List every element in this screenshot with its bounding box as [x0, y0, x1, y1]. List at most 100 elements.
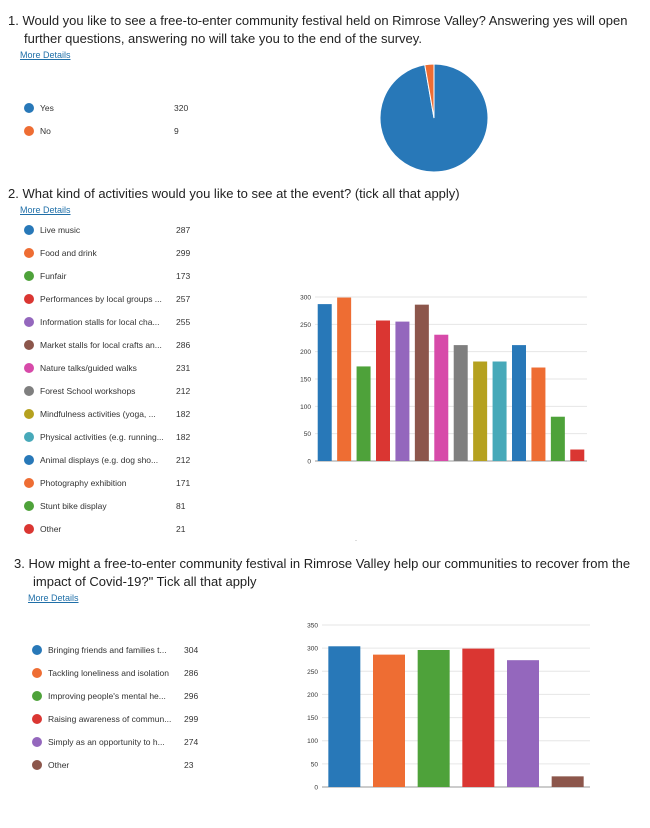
legend-item: No	[24, 124, 51, 138]
legend-value: 286	[184, 668, 199, 678]
bar	[434, 334, 449, 461]
q2-bar-chart: 0 50 100 150 200 250 300	[300, 295, 587, 466]
legend-value: 255	[176, 317, 191, 327]
legend-label: Other	[40, 524, 62, 534]
y-tick-label: 300	[307, 646, 318, 653]
q3-more-details-link[interactable]: More Details	[28, 593, 79, 603]
bar	[337, 297, 352, 461]
y-tick-label: 250	[300, 322, 311, 329]
legend-item: Raising awareness of commun...	[32, 712, 171, 726]
legend-value: 231	[176, 363, 191, 373]
y-tick-label: 0	[314, 785, 318, 792]
legend-value: 212	[176, 455, 191, 465]
legend-swatch	[24, 478, 34, 488]
bar	[551, 776, 584, 787]
bar	[512, 345, 526, 461]
legend-label: Nature talks/guided walks	[40, 363, 137, 373]
legend-value: 274	[184, 737, 199, 747]
q3-title-line1: 3. How might a free-to-enter community f…	[14, 556, 631, 571]
legend-label: Mindfulness activities (yoga, ...	[40, 409, 156, 419]
legend-item: Tackling loneliness and isolation	[32, 666, 169, 680]
legend-item: Stunt bike display	[24, 499, 107, 513]
q1-title-line2: further questions, answering no will tak…	[24, 31, 422, 46]
legend-item: Yes	[24, 101, 54, 115]
q2-title: 2. What kind of activities would you lik…	[8, 186, 460, 201]
legend-value: 173	[176, 271, 191, 281]
legend-swatch	[32, 714, 42, 724]
y-tick-label: 300	[300, 295, 311, 302]
legend-item: Mindfulness activities (yoga, ...	[24, 407, 156, 421]
legend-label: Animal displays (e.g. dog sho...	[40, 455, 159, 465]
legend-swatch	[24, 409, 34, 419]
legend-item: Bringing friends and families t...	[32, 643, 167, 657]
legend-swatch	[32, 737, 42, 747]
legend-item: Animal displays (e.g. dog sho...	[24, 453, 158, 467]
bar	[492, 361, 507, 461]
legend-swatch	[24, 103, 34, 113]
legend-item: Other	[24, 522, 61, 536]
legend-label: Bringing friends and families t...	[48, 645, 167, 655]
legend-label: Performances by local groups ...	[40, 294, 162, 304]
bar	[570, 449, 585, 461]
legend-label: Food and drink	[40, 248, 97, 258]
q2-more-details-link[interactable]: More Details	[20, 205, 71, 215]
legend-value: 9	[174, 126, 179, 136]
legend-label: Photography exhibition	[40, 478, 127, 488]
legend-value: 286	[176, 340, 191, 350]
legend-swatch	[24, 340, 34, 350]
legend-swatch	[32, 668, 42, 678]
y-tick-label: 150	[307, 715, 318, 722]
legend-value: 257	[176, 294, 191, 304]
legend-item: Live music	[24, 223, 80, 237]
legend-value: 171	[176, 478, 191, 488]
bar	[453, 345, 468, 461]
legend-value: 304	[184, 645, 199, 655]
y-tick-label: 150	[300, 377, 311, 384]
bar	[531, 367, 546, 461]
legend-label: Information stalls for local cha...	[40, 317, 160, 327]
legend-value: 212	[176, 386, 191, 396]
legend-label: Yes	[40, 103, 54, 113]
bar	[417, 649, 450, 787]
legend-swatch	[24, 294, 34, 304]
bar	[376, 320, 390, 461]
legend-label: Raising awareness of commun...	[48, 714, 172, 724]
legend-item: Simply as an opportunity to h...	[32, 735, 165, 749]
legend-label: Funfair	[40, 271, 67, 281]
legend-label: Stunt bike display	[40, 501, 107, 511]
legend-value: 21	[176, 524, 186, 534]
bar	[395, 321, 410, 461]
divider	[355, 540, 357, 541]
legend-item: Funfair	[24, 269, 66, 283]
y-tick-label: 50	[304, 431, 312, 438]
legend-swatch	[32, 691, 42, 701]
bar	[317, 304, 332, 461]
legend-value: 296	[184, 691, 199, 701]
bar	[328, 646, 361, 787]
legend-item: Improving people's mental he...	[32, 689, 166, 703]
legend-value: 287	[176, 225, 191, 235]
y-tick-label: 100	[307, 738, 318, 745]
legend-value: 320	[174, 103, 189, 113]
legend-label: Improving people's mental he...	[48, 691, 166, 701]
q1-title-line1: 1. Would you like to see a free-to-enter…	[8, 13, 628, 28]
legend-item: Other	[32, 758, 69, 772]
legend-value: 81	[176, 501, 186, 511]
q3-bar-chart: 0 50 100 150 200 250 300 350	[307, 623, 590, 792]
legend-value: 182	[176, 432, 191, 442]
legend-value: 299	[184, 714, 199, 724]
q1-more-details-link[interactable]: More Details	[20, 50, 71, 60]
legend-item: Information stalls for local cha...	[24, 315, 160, 329]
y-tick-label: 50	[311, 761, 319, 768]
bar	[507, 660, 539, 787]
legend-swatch	[24, 271, 34, 281]
bar	[414, 304, 429, 461]
y-tick-label: 250	[307, 669, 318, 676]
legend-label: Tackling loneliness and isolation	[48, 668, 169, 678]
q1-pie-chart	[379, 63, 489, 173]
legend-item: Nature talks/guided walks	[24, 361, 137, 375]
legend-value: 182	[176, 409, 191, 419]
y-tick-label: 200	[307, 692, 318, 699]
legend-label: Other	[48, 760, 70, 770]
y-tick-label: 100	[300, 404, 311, 411]
